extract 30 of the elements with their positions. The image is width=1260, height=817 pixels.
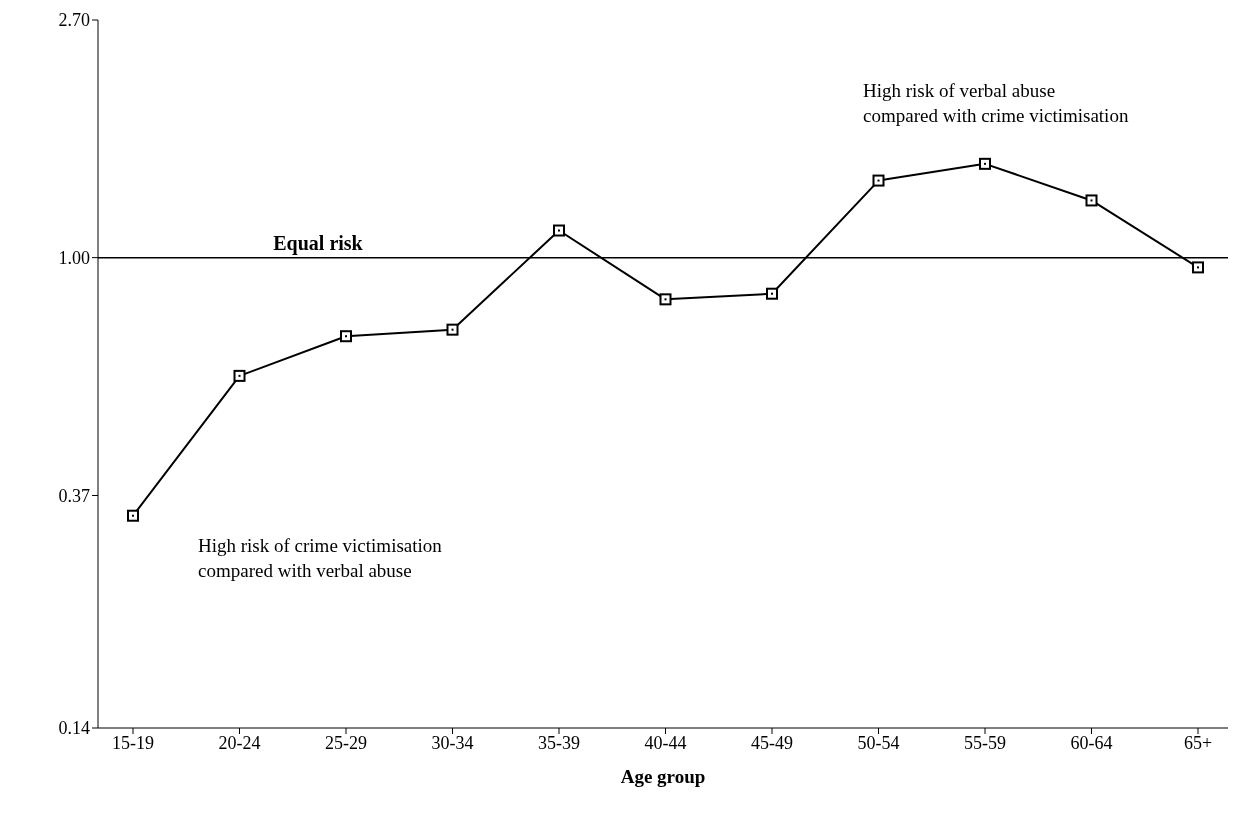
point — [233, 369, 246, 382]
x-tick-label: 25-29 — [325, 732, 367, 753]
x-axis-title: Age group — [620, 766, 706, 787]
x-tick-label: 35-39 — [538, 732, 580, 753]
y-tick-label: 0.37 — [58, 485, 90, 506]
point — [446, 323, 459, 336]
point — [340, 330, 352, 343]
point — [872, 174, 885, 187]
x-tick-label: 20-24 — [218, 732, 261, 753]
x-tick-label: 50-54 — [857, 732, 900, 753]
y-tick-label: 2.70 — [58, 10, 90, 31]
point — [979, 157, 991, 170]
x-tick-label: 60-64 — [1070, 732, 1113, 753]
y-tick-label: 1.00 — [58, 248, 90, 269]
point — [766, 287, 778, 300]
annotation: High risk of crime victimisation compared with verbal abuse — [198, 534, 442, 583]
point — [1085, 194, 1098, 207]
y-tick-label: 0.14 — [58, 718, 90, 739]
point — [659, 293, 672, 306]
x-tick-label: 15-19 — [112, 732, 154, 753]
x-tick-label: 40-44 — [644, 732, 687, 753]
ref-line-label: Equal risk — [273, 231, 364, 255]
point — [553, 224, 565, 237]
x-tick-label: 45-49 — [751, 732, 793, 753]
point — [1192, 261, 1204, 274]
x-tick-label: 30-34 — [431, 732, 474, 753]
x-tick-label: 65+ — [1183, 732, 1213, 753]
annotation: High risk of verbal abuse compared with crime victimisation — [863, 79, 1129, 128]
point — [127, 509, 139, 522]
x-tick-label: 55-59 — [964, 732, 1006, 753]
